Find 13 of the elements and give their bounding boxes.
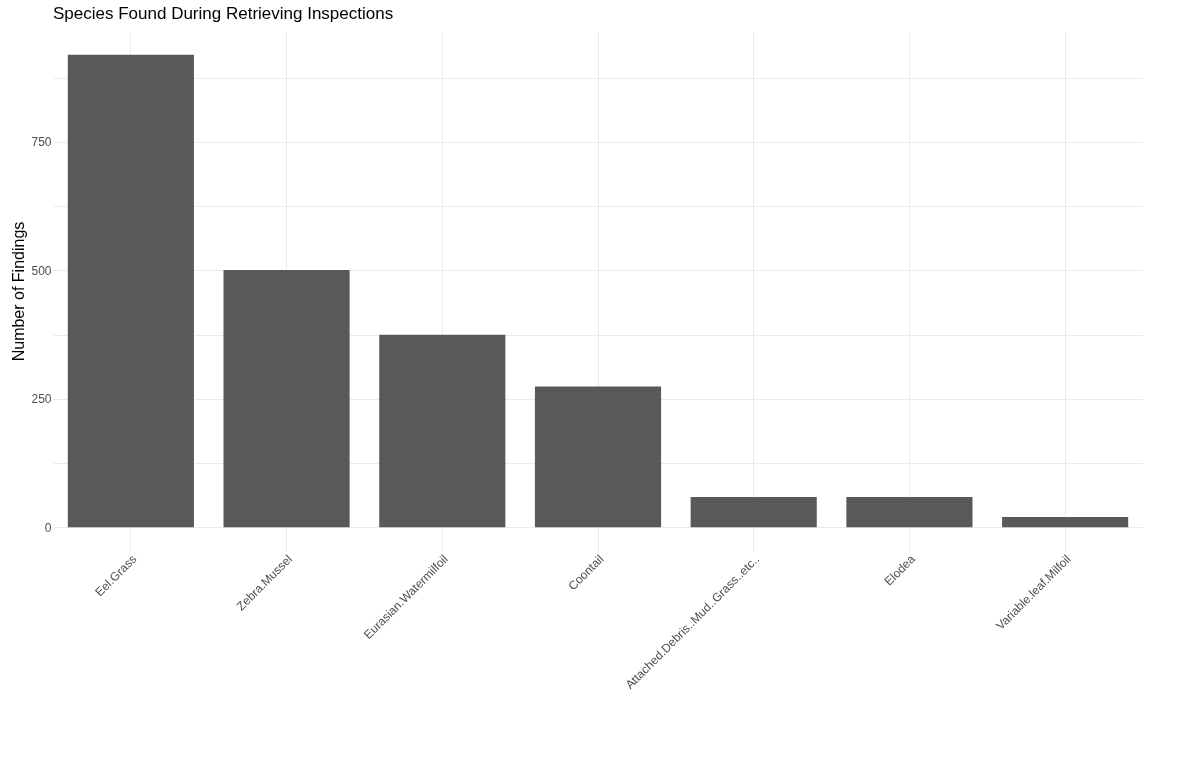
chart-title: Species Found During Retrieving Inspections: [53, 4, 394, 23]
y-tick-label: 750: [31, 135, 52, 150]
bar: [379, 334, 506, 528]
bar: [690, 497, 817, 528]
bar: [67, 54, 194, 528]
bar: [846, 497, 973, 528]
y-tick-label: 250: [31, 392, 52, 407]
y-axis-title: Number of Findings: [10, 221, 28, 362]
bar: [1002, 517, 1129, 528]
bar: [534, 386, 662, 528]
bar: [223, 269, 350, 528]
y-tick-label: 0: [44, 520, 52, 535]
y-tick-label: 500: [31, 263, 52, 278]
